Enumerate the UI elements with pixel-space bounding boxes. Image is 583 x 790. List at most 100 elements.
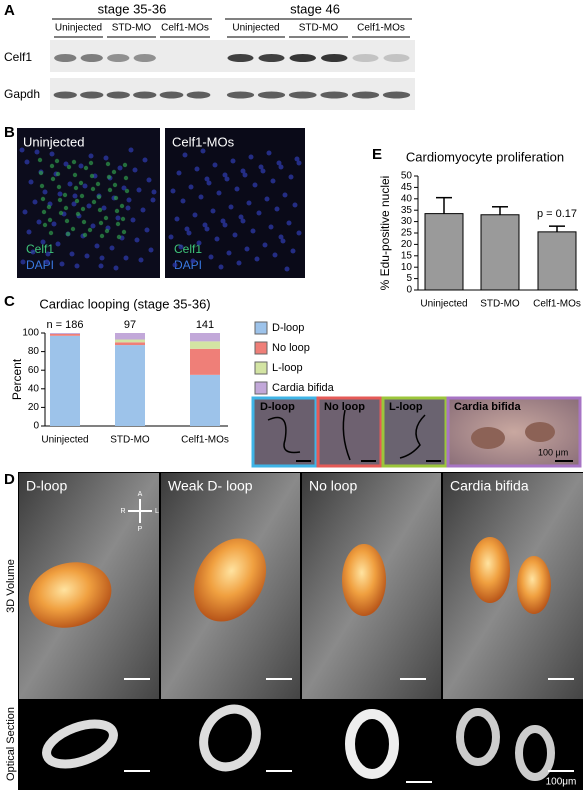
bar bbox=[480, 214, 520, 291]
nucleus bbox=[222, 222, 228, 228]
bar bbox=[537, 231, 577, 291]
signal bbox=[58, 210, 64, 216]
nucleus bbox=[234, 186, 240, 192]
panel-label: B bbox=[4, 124, 15, 141]
band bbox=[159, 91, 184, 99]
nucleus bbox=[36, 219, 42, 225]
signal bbox=[41, 209, 47, 215]
signal bbox=[88, 160, 94, 166]
nucleus bbox=[146, 177, 152, 183]
nucleus bbox=[204, 226, 210, 232]
row-label: Optical Section bbox=[5, 707, 17, 781]
row-label: Celf1 bbox=[4, 50, 32, 64]
signal bbox=[37, 157, 43, 163]
signal bbox=[113, 195, 119, 201]
y-axis-label: Percent bbox=[10, 358, 24, 400]
nucleus bbox=[282, 192, 288, 198]
nucleus bbox=[90, 223, 96, 229]
outline bbox=[342, 409, 351, 461]
signal bbox=[121, 229, 127, 235]
signal bbox=[90, 186, 96, 192]
band bbox=[133, 54, 156, 62]
image-label: Cardia bifida bbox=[454, 401, 522, 413]
nucleus bbox=[172, 262, 178, 268]
signal bbox=[111, 169, 117, 175]
signal bbox=[62, 192, 68, 198]
y-tick-label: 15 bbox=[401, 250, 413, 261]
nucleus bbox=[202, 222, 208, 228]
band bbox=[227, 54, 254, 62]
legend-swatch bbox=[254, 361, 268, 375]
bar-segment bbox=[190, 374, 220, 426]
heart bbox=[470, 537, 510, 603]
nucleus bbox=[248, 154, 254, 160]
bar-annotation: n = 186 bbox=[46, 319, 83, 331]
nucleus bbox=[126, 197, 132, 203]
nucleus bbox=[186, 230, 192, 236]
band bbox=[288, 91, 317, 99]
nucleus bbox=[236, 260, 242, 266]
nucleus bbox=[208, 254, 214, 260]
nucleus bbox=[250, 228, 256, 234]
y-tick-label: 30 bbox=[401, 216, 413, 227]
nucleus bbox=[74, 263, 80, 269]
bar-segment bbox=[50, 333, 80, 336]
scale-label: 100 μm bbox=[538, 447, 568, 457]
legend-swatch bbox=[254, 381, 268, 395]
nucleus bbox=[109, 245, 115, 251]
bar-segment bbox=[190, 333, 220, 342]
nucleus bbox=[86, 203, 92, 209]
x-tick-label: Celf1-MOs bbox=[533, 299, 581, 310]
lane-label: STD-MO bbox=[112, 23, 152, 34]
nucleus bbox=[125, 205, 131, 211]
nucleus bbox=[99, 255, 105, 261]
nucleus bbox=[204, 176, 210, 182]
signal bbox=[63, 205, 69, 211]
nucleus bbox=[238, 214, 244, 220]
nucleus bbox=[59, 261, 65, 267]
signal bbox=[74, 198, 80, 204]
channel-label: DAPI bbox=[174, 258, 202, 272]
y-tick-label: 45 bbox=[401, 182, 413, 193]
nucleus bbox=[210, 208, 216, 214]
nucleus bbox=[252, 182, 258, 188]
signal bbox=[96, 194, 102, 200]
nucleus bbox=[117, 165, 123, 171]
nucleus bbox=[290, 248, 296, 254]
heart bbox=[342, 544, 386, 616]
panel-label: D bbox=[4, 471, 15, 488]
nucleus bbox=[272, 252, 278, 258]
nucleus bbox=[121, 185, 127, 191]
band bbox=[54, 54, 77, 62]
signal bbox=[123, 175, 129, 181]
y-tick-label: 5 bbox=[406, 273, 412, 284]
nucleus bbox=[214, 236, 220, 242]
column-label: Cardia bifida bbox=[450, 478, 529, 494]
signal bbox=[78, 180, 84, 186]
band bbox=[289, 54, 316, 62]
bar-segment bbox=[190, 341, 220, 349]
signal bbox=[72, 172, 78, 178]
signal bbox=[55, 171, 61, 177]
column-label: Weak D- loop bbox=[168, 478, 253, 494]
signal bbox=[73, 185, 79, 191]
nucleus bbox=[136, 187, 142, 193]
stage-label: stage 35-36 bbox=[98, 1, 167, 16]
nucleus bbox=[150, 197, 156, 203]
nucleus bbox=[144, 227, 150, 233]
x-tick-label: Uninjected bbox=[41, 435, 88, 446]
nucleus bbox=[138, 257, 144, 263]
signal bbox=[50, 176, 56, 182]
nucleus bbox=[254, 256, 260, 262]
nucleus bbox=[49, 151, 55, 157]
nucleus bbox=[142, 157, 148, 163]
nucleus bbox=[232, 232, 238, 238]
nucleus bbox=[51, 221, 57, 227]
band bbox=[106, 91, 130, 99]
nucleus bbox=[84, 253, 90, 259]
nucleus bbox=[284, 266, 290, 272]
lane-label: Uninjected bbox=[55, 23, 102, 34]
nucleus bbox=[30, 249, 36, 255]
signal bbox=[49, 163, 55, 169]
x-tick-label: Celf1-MOs bbox=[181, 435, 229, 446]
